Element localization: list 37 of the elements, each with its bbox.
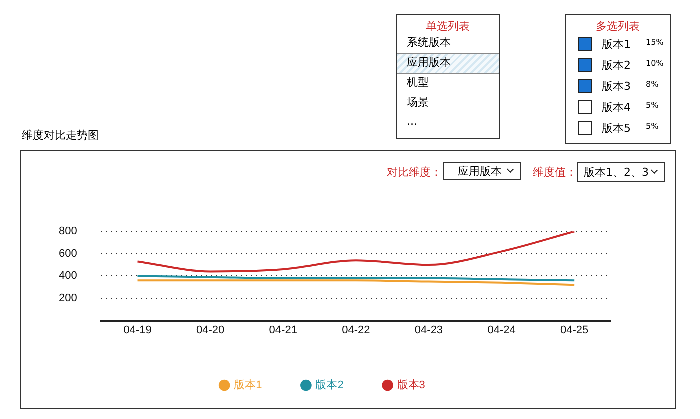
y-tick-label: 200: [58, 292, 78, 305]
text: 应用版本: [458, 164, 502, 179]
text: 应用版本: [407, 55, 451, 70]
text: 版本5: [602, 121, 631, 136]
text: 5%: [646, 122, 659, 131]
text: 10%: [646, 59, 664, 68]
text: 版本1、2、3: [584, 165, 649, 180]
x-tick-label: 04-23: [414, 324, 444, 336]
text: 版本4: [602, 100, 631, 115]
y-tick-label: 400: [58, 270, 78, 282]
text: 多选列表: [595, 19, 641, 34]
text: 版本2: [602, 58, 631, 73]
y-tick-label: 800: [58, 226, 78, 238]
x-tick-label: 04-21: [269, 324, 298, 336]
text: 版本1: [602, 37, 631, 52]
text: 场景: [407, 95, 429, 110]
x-tick-label: 04-20: [196, 324, 225, 336]
text: 对比维度：: [387, 165, 442, 180]
line-series: [136, 232, 576, 273]
y-tick-label: 600: [58, 248, 78, 260]
text: 维度值：: [533, 165, 577, 180]
legend-label: 版本2: [316, 378, 344, 392]
text: 8%: [646, 80, 659, 89]
text: 版本3: [602, 79, 631, 94]
x-tick-label: 04-19: [124, 324, 152, 336]
x-tick-label: 04-22: [342, 324, 370, 336]
text: 5%: [646, 101, 659, 110]
x-tick-label: 04-25: [560, 324, 589, 336]
text: 机型: [407, 75, 429, 90]
legend-label: 版本3: [397, 378, 426, 392]
x-tick-label: 04-24: [488, 324, 516, 336]
chart-title: 维度对比走势图: [22, 128, 99, 143]
text: 15%: [646, 38, 664, 47]
legend-label: 版本1: [234, 378, 262, 392]
text: 系统版本: [407, 35, 451, 50]
text: ...: [407, 115, 418, 128]
text: 单选列表: [425, 19, 471, 34]
